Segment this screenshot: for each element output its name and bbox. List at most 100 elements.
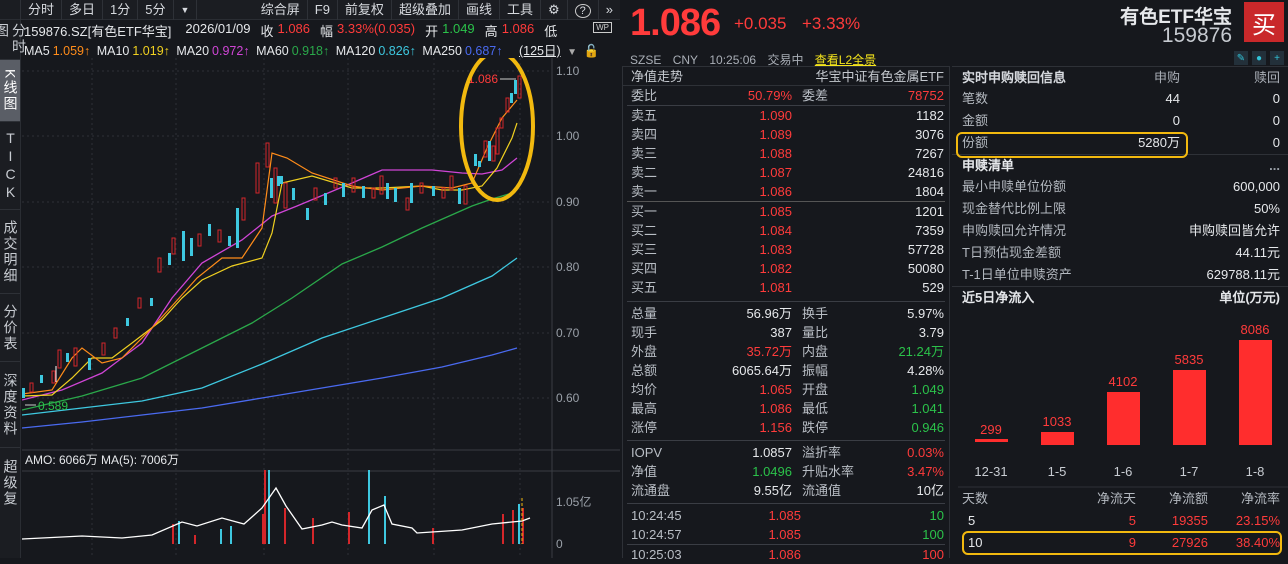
f9-button[interactable]: F9 xyxy=(308,0,338,20)
svg-text:0.80: 0.80 xyxy=(556,260,580,274)
ma60-value: 0.918↑ xyxy=(291,44,330,58)
etf-count-row: 笔数 44 0 xyxy=(962,91,1280,106)
ma5-label: MA5 xyxy=(24,44,50,58)
bid-row[interactable]: 买四 1.082 50080 xyxy=(631,261,944,276)
more-button[interactable]: ... xyxy=(1269,158,1280,173)
svg-text:5835: 5835 xyxy=(1175,352,1204,367)
bell-icon[interactable]: ● xyxy=(1252,51,1266,65)
ask-row[interactable]: 卖二 1.087 24816 xyxy=(631,165,944,180)
chart-toolbar: 分时 多日 1分 5分 ▼ 综合屏 F9 前复权 超级叠加 画线 工具 ⚙ ? … xyxy=(0,0,620,20)
ask-row[interactable]: 卖三 1.088 7267 xyxy=(631,146,944,161)
ma10-line xyxy=(22,122,518,397)
y-axis-ticks: 1.10 1.00 0.90 0.80 0.70 0.60 xyxy=(556,64,580,405)
tab-1min[interactable]: 1分 xyxy=(103,0,139,20)
bid-row[interactable]: 买五 1.081 529 xyxy=(631,280,944,295)
volume-tick-high: 1.05亿 xyxy=(556,494,591,509)
etf-header-row: 实时申购赎回信息 申购 赎回 xyxy=(952,66,1288,88)
expand-icon[interactable]: » xyxy=(605,1,613,17)
plus-icon[interactable]: + xyxy=(1270,51,1284,65)
nav-trend-tab[interactable]: 净值走势 xyxy=(631,69,684,84)
ma120-value: 0.826↑ xyxy=(378,44,416,58)
etf-stats-list: IOPV 1.0857 溢折率 0.03% 净值 1.0496 升贴水率 3.47% 流通盘… xyxy=(623,441,949,500)
ma5-value: 1.059↑ xyxy=(52,44,91,58)
creation-list-row: 申购赎回允许情况 申购赎回皆允许 xyxy=(962,223,1280,238)
sidenav-price-table[interactable]: 分价表 xyxy=(0,294,20,362)
help-icon[interactable]: ? xyxy=(568,0,599,20)
sidenav-fenshi[interactable]: 分时图 xyxy=(0,20,27,60)
sidenav-super[interactable]: 超级复 xyxy=(2,459,19,507)
highlight-ellipse xyxy=(459,58,535,202)
etf-shares-row: 份额 5280万 0 xyxy=(952,132,1288,158)
gear-icon[interactable]: ⚙ xyxy=(541,0,568,20)
open-value: 1.049 xyxy=(442,21,475,36)
bid-list: 买一 1.085 1201 买二 1.084 7359 买三 1.083 57728 买四 1… xyxy=(623,202,949,297)
bid-row[interactable]: 买一 1.085 1201 xyxy=(631,204,944,219)
order-book-panel: 净值走势 华宝中证有色金属ETF 委比 50.79% 委差 78752 卖五 1.09… xyxy=(622,66,950,562)
lock-icon[interactable]: 🔓 xyxy=(583,44,600,58)
stat-row: 总额 6065.64万 振幅 4.28% xyxy=(631,363,944,378)
tick-row: 10:24:57 1.085 100 xyxy=(631,527,944,542)
trading-status: 交易中 xyxy=(767,53,804,67)
currency: CNY xyxy=(672,53,699,67)
highlight-box xyxy=(962,531,1282,555)
sidenav-kline[interactable]: K线图 xyxy=(0,60,20,122)
summary-header: 天数 净流天 净流额 净流率 xyxy=(962,491,1280,506)
creation-list-row: 现金替代比例上限 50% xyxy=(962,201,1280,216)
ask-row[interactable]: 卖一 1.086 1804 xyxy=(631,184,944,199)
period-dropdown-icon[interactable]: ▼ xyxy=(567,47,578,58)
market-status-line: SZSE CNY 10:25:06 交易中 查看L2全景 xyxy=(630,51,884,68)
volume-label: AMO: 6066万 MA(5): 7006万 xyxy=(25,453,179,467)
ma120-line xyxy=(22,257,518,416)
composite-screen-button[interactable]: 综合屏 xyxy=(254,0,308,20)
ma250-value: 0.687↑ xyxy=(464,44,503,58)
tab-duori[interactable]: 多日 xyxy=(62,0,104,20)
draw-line-button[interactable]: 画线 xyxy=(459,0,500,20)
ask-row[interactable]: 卖四 1.089 3076 xyxy=(631,127,944,142)
period-dropdown-icon[interactable]: ▼ xyxy=(174,0,198,20)
toolbar-corner xyxy=(0,0,21,20)
side-nav: 分时图 K线图 TICK 成交明细 分价表 深度资料 超级复 xyxy=(0,20,27,558)
tab-fenshi[interactable]: 分时 xyxy=(21,0,63,20)
wp-icon[interactable]: WP xyxy=(593,22,612,33)
pencil-icon[interactable]: ✎ xyxy=(1234,51,1248,65)
net-flow-summary-table: 天数 净流天 净流额 净流率 5 5 19355 23.15% 10 9 279… xyxy=(952,488,1288,558)
quote-time: 10:25:06 xyxy=(709,53,757,67)
sidenav-tick[interactable]: TICK xyxy=(0,122,20,210)
volume-ma-line xyxy=(22,486,531,540)
svg-text:0.70: 0.70 xyxy=(556,326,580,340)
high-label: 高 xyxy=(484,24,498,39)
super-overlay-button[interactable]: 超级叠加 xyxy=(392,0,459,20)
buy-button[interactable]: 买 xyxy=(1244,2,1284,42)
tools-button[interactable]: 工具 xyxy=(500,0,541,20)
bid-row[interactable]: 买三 1.083 57728 xyxy=(631,242,944,257)
summary-row-10d: 10 9 27926 38.40% xyxy=(952,531,1288,555)
min-price-label: 0.589 xyxy=(38,399,68,413)
svg-text:1-7: 1-7 xyxy=(1180,464,1199,479)
webi-row: 委比 50.79% 委差 78752 xyxy=(631,88,944,103)
close-label: 收 xyxy=(260,24,274,39)
sidenav-trade-detail[interactable]: 成交明细 xyxy=(0,210,20,294)
security-code: 159876 xyxy=(1161,24,1232,47)
etf-amount-row: 金额 0 0 xyxy=(962,113,1280,128)
bid-row[interactable]: 买二 1.084 7359 xyxy=(631,223,944,238)
period-selector[interactable]: (125日) xyxy=(518,44,561,58)
svg-text:12-31: 12-31 xyxy=(974,464,1007,479)
creation-list-row: T-1日单位申赎资产 629788.11元 xyxy=(962,267,1280,282)
price-change-pct: +3.33% xyxy=(802,14,861,33)
forward-adjust-button[interactable]: 前复权 xyxy=(338,0,392,20)
svg-text:1.00: 1.00 xyxy=(556,129,580,143)
ma250-label: MA250 xyxy=(422,44,462,58)
sidenav-depth-info[interactable]: 深度资料 xyxy=(0,362,20,448)
l2-panorama-link[interactable]: 查看L2全景 xyxy=(814,53,877,67)
tab-5min[interactable]: 5分 xyxy=(138,0,174,20)
svg-text:0.90: 0.90 xyxy=(556,195,580,209)
stat-row: 均价 1.065 开盘 1.049 xyxy=(631,382,944,397)
price-change: +0.035 xyxy=(734,14,787,33)
close-value: 1.086 xyxy=(277,21,311,36)
tick-list: 10:24:45 1.085 10 10:24:57 1.085 100 10:25:0… xyxy=(623,504,949,564)
chart-date: 2026/01/09 xyxy=(185,21,251,36)
ask-row[interactable]: 卖五 1.090 1182 xyxy=(631,108,944,123)
low-label: 低 xyxy=(544,24,558,39)
flow-header: 近5日净流入 单位(万元) xyxy=(952,286,1288,308)
kline-chart[interactable]: 1.10 1.00 0.90 0.80 0.70 0.60 xyxy=(22,58,620,558)
